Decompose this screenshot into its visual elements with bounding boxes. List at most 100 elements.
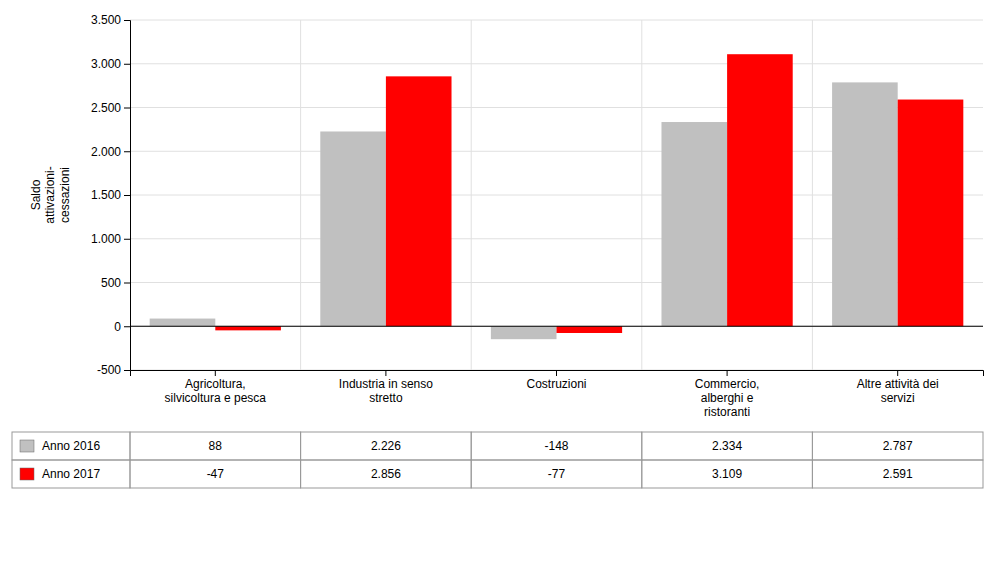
y-tick: 0 [114, 320, 130, 334]
bar-series [215, 54, 963, 333]
x-tick-mark [215, 370, 216, 376]
x-tick-label-line: Commercio, [695, 377, 760, 391]
table-value: 2.334 [712, 439, 742, 453]
y-tick: 2.500 [91, 101, 130, 115]
table-cell [812, 460, 983, 488]
y-axis-title-line: Saldo [29, 179, 43, 210]
table-row: Anno 2016882.226-1482.3342.787 [12, 432, 983, 460]
y-tick-mark [124, 283, 130, 284]
table-cell [301, 432, 472, 460]
table-cell [812, 432, 983, 460]
x-axis: Agricoltura,silvicoltura e pesca Industri… [131, 370, 984, 419]
bar [727, 54, 793, 326]
table-cell [130, 432, 301, 460]
x-tick-mark [385, 370, 386, 376]
x-axis-line [131, 371, 984, 377]
bar [386, 76, 452, 326]
x-tick-label: Industria in sensostretto [339, 377, 433, 405]
x-tick-label-line: Industria in senso [339, 377, 433, 391]
y-axis: -500 0 500 1.000 1.500 2.000 2.500 3.000 3.500 [91, 13, 131, 377]
x-tick: Agricoltura,silvicoltura e pesca [165, 370, 267, 405]
table-value: -148 [544, 439, 568, 453]
legend-swatch [20, 440, 34, 452]
y-tick-mark [124, 108, 130, 109]
y-tick-mark [124, 326, 130, 327]
x-tick-label-line: stretto [369, 391, 403, 405]
grid [130, 20, 983, 370]
group-separator [471, 20, 472, 370]
bar [898, 100, 964, 327]
group-separator [812, 20, 813, 370]
y-tick-mark [124, 239, 130, 240]
bar [661, 122, 727, 326]
bars [150, 54, 964, 339]
table-value: 2.787 [883, 439, 913, 453]
x-tick-label-line: ristoranti [704, 405, 750, 419]
y-tick: -500 [97, 363, 130, 377]
x-tick-mark [556, 370, 557, 376]
x-tick-label: Agricoltura,silvicoltura e pesca [165, 377, 267, 405]
table-cell [301, 460, 472, 488]
table-value: 3.109 [712, 467, 742, 481]
x-tick-label-line: Agricoltura, [185, 377, 246, 391]
y-tick: 2.000 [91, 145, 130, 159]
bar [215, 326, 281, 330]
table-cell [12, 432, 130, 460]
bar [150, 319, 216, 327]
x-tick-label-line: alberghi e [701, 391, 754, 405]
y-tick-label: 1.500 [91, 188, 121, 202]
y-tick-mark [124, 195, 130, 196]
table-cell [642, 432, 813, 460]
y-axis-line [124, 21, 131, 371]
bar [832, 82, 898, 326]
y-tick-label: 3.000 [91, 57, 121, 71]
table-cell [12, 460, 130, 488]
table-value: -47 [207, 467, 225, 481]
x-tick-mark [727, 370, 728, 376]
y-tick-mark [124, 20, 130, 21]
x-tick-label: Commercio,alberghi eristoranti [695, 377, 760, 420]
x-tick-label-line: servizi [881, 391, 915, 405]
group-separator [300, 20, 301, 370]
y-tick-label: -500 [97, 363, 121, 377]
legend-label: Anno 2016 [42, 439, 100, 453]
x-tick-label-line: Altre attività dei [857, 377, 939, 391]
table-cell [642, 460, 813, 488]
grid-line [130, 63, 983, 64]
y-tick-label: 1.000 [91, 232, 121, 246]
table-row: Anno 2017-472.856-773.1092.591 [12, 460, 983, 488]
y-tick: 500 [101, 276, 130, 290]
table-cell [130, 460, 301, 488]
y-tick-mark [124, 151, 130, 152]
y-tick: 1.000 [91, 232, 130, 246]
table-value: 2.591 [883, 467, 913, 481]
y-tick-label: 3.500 [91, 13, 121, 27]
y-axis-title-line: cessazioni [58, 167, 72, 223]
table-cell [471, 432, 642, 460]
bar [557, 326, 623, 333]
bar [491, 326, 557, 339]
group-separators [301, 20, 813, 370]
y-tick: 3.000 [91, 57, 130, 71]
table-value: 2.856 [371, 467, 401, 481]
table-value: -77 [548, 467, 566, 481]
grid-line [130, 326, 983, 327]
y-tick-label: 0 [114, 320, 121, 334]
y-tick-label: 500 [101, 276, 121, 290]
zero-line [130, 326, 983, 327]
table-value: 88 [209, 439, 223, 453]
x-tick: Costruzioni [526, 370, 586, 391]
y-tick-label: 2.000 [91, 145, 121, 159]
x-tick-label-line: silvicoltura e pesca [165, 391, 267, 405]
y-tick-mark [124, 64, 130, 65]
table-cell [471, 460, 642, 488]
y-tick-mark [124, 370, 130, 371]
legend-swatch [20, 468, 34, 480]
x-tick-label: Costruzioni [526, 377, 586, 391]
x-tick: Industria in sensostretto [339, 370, 433, 405]
data-table: Anno 2016882.226-1482.3342.787Anno 2017-… [12, 432, 983, 488]
y-axis-title-line: attivazioni- [43, 166, 57, 223]
y-tick: 3.500 [91, 13, 130, 27]
bar [320, 131, 386, 326]
x-tick-label-line: Costruzioni [526, 377, 586, 391]
